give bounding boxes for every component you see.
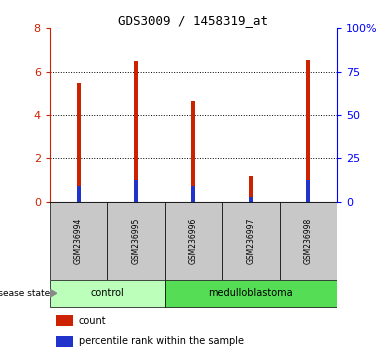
Text: disease state: disease state <box>0 289 51 298</box>
Bar <box>56 336 73 347</box>
Text: count: count <box>79 316 106 326</box>
Text: percentile rank within the sample: percentile rank within the sample <box>79 336 244 346</box>
Text: GSM236994: GSM236994 <box>74 217 83 264</box>
Bar <box>306 60 310 202</box>
Polygon shape <box>51 290 57 297</box>
Bar <box>165 280 337 307</box>
Bar <box>56 315 73 326</box>
Text: GSM236995: GSM236995 <box>131 217 141 264</box>
Bar <box>134 180 138 202</box>
Bar <box>50 280 165 307</box>
Bar <box>77 185 80 202</box>
Bar <box>165 202 222 280</box>
Text: GSM236997: GSM236997 <box>246 217 255 264</box>
Bar <box>249 198 253 202</box>
Text: GSM236998: GSM236998 <box>304 218 313 264</box>
Bar <box>134 61 138 202</box>
Bar <box>50 202 107 280</box>
Bar <box>192 185 195 202</box>
Bar <box>306 180 310 202</box>
Bar <box>107 202 165 280</box>
Text: control: control <box>90 288 124 298</box>
Text: GSM236996: GSM236996 <box>189 217 198 264</box>
Title: GDS3009 / 1458319_at: GDS3009 / 1458319_at <box>118 14 268 27</box>
Bar <box>249 176 253 202</box>
Bar <box>192 101 195 202</box>
Bar <box>280 202 337 280</box>
Text: medulloblastoma: medulloblastoma <box>209 288 293 298</box>
Bar <box>222 202 280 280</box>
Bar <box>77 82 80 202</box>
